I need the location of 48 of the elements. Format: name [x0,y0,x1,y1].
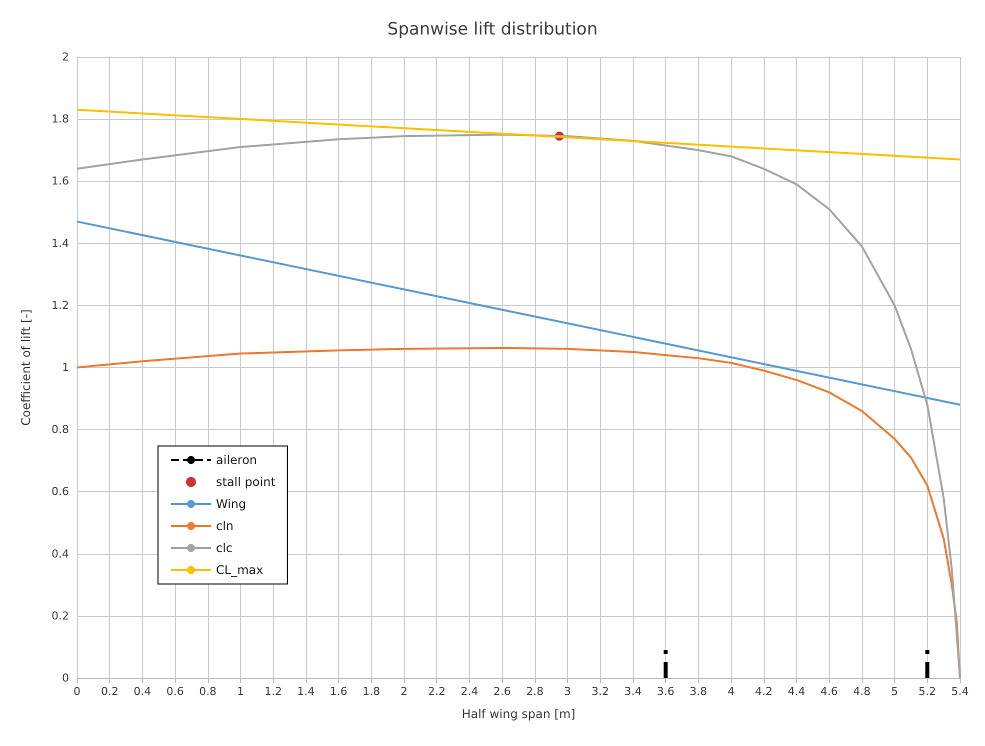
y-tick-label: 1.6 [52,174,69,188]
x-tick-label: 0.4 [134,685,152,698]
y-tick-label: 0.8 [52,423,69,436]
x-tick-label: 2.2 [428,685,446,698]
x-tick-label: 4.2 [755,685,773,698]
x-tick-label: 2.6 [493,685,511,698]
y-tick-label: 0 [62,672,69,684]
legend-label: clc [216,541,233,555]
x-axis-title: Half wing span [m] [462,707,576,721]
x-tick-label: 0.6 [166,685,184,698]
x-tick-label: 3.2 [592,685,610,698]
x-tick-label: 3.8 [690,685,708,698]
x-tick-label: 3 [564,685,572,698]
legend-label: stall point [216,475,276,489]
x-tick-label: 2.8 [526,685,544,698]
x-tick-label: 5 [891,685,898,698]
x-tick-label: 0.8 [199,685,217,698]
x-tick-label: 0 [74,685,80,698]
x-tick-label: 5.2 [918,685,936,698]
x-tick-label: 1.8 [362,685,380,698]
x-tick-label: 1.2 [264,685,282,698]
chart-title: Spanwise lift distribution [387,20,598,40]
y-tick-label: 0.4 [52,547,69,560]
y-axis-title: Coefficient of lift [-] [19,309,33,426]
x-tick-label: 5.4 [951,685,969,698]
x-tick-label: 2.4 [460,685,478,698]
x-tick-label: 1.4 [297,685,315,698]
y-tick-label: 0.6 [52,485,69,498]
y-tick-label: 1.2 [52,298,69,312]
x-tick-label: 1 [237,685,244,698]
legend-label: CL_max [216,563,264,577]
y-tick-label: 0.2 [52,609,69,622]
x-tick-label: 0.2 [100,685,118,698]
legend-label: aileron [216,453,258,467]
x-tick-label: 1.6 [330,685,348,698]
legend-label: cln [216,519,234,533]
y-tick-label: 1 [62,361,69,374]
x-tick-label: 4.8 [853,685,871,698]
x-tick-label: 4.4 [788,685,806,698]
y-tick-label: 2 [62,50,69,64]
x-tick-label: 4 [728,685,735,698]
x-tick-label: 2 [400,685,408,698]
x-tick-label: 4.6 [820,685,838,698]
x-tick-label: 3.6 [656,685,674,698]
x-tick-label: 3.4 [624,685,642,698]
y-tick-label: 1.8 [52,112,69,126]
legend-label: Wing [216,497,246,511]
y-tick-label: 1.4 [52,236,69,250]
